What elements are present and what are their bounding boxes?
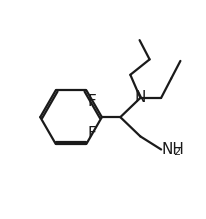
Text: F: F — [88, 126, 96, 141]
Text: N: N — [134, 90, 145, 105]
Text: F: F — [88, 94, 96, 109]
Text: NH: NH — [160, 142, 183, 157]
Text: 2: 2 — [173, 147, 180, 157]
